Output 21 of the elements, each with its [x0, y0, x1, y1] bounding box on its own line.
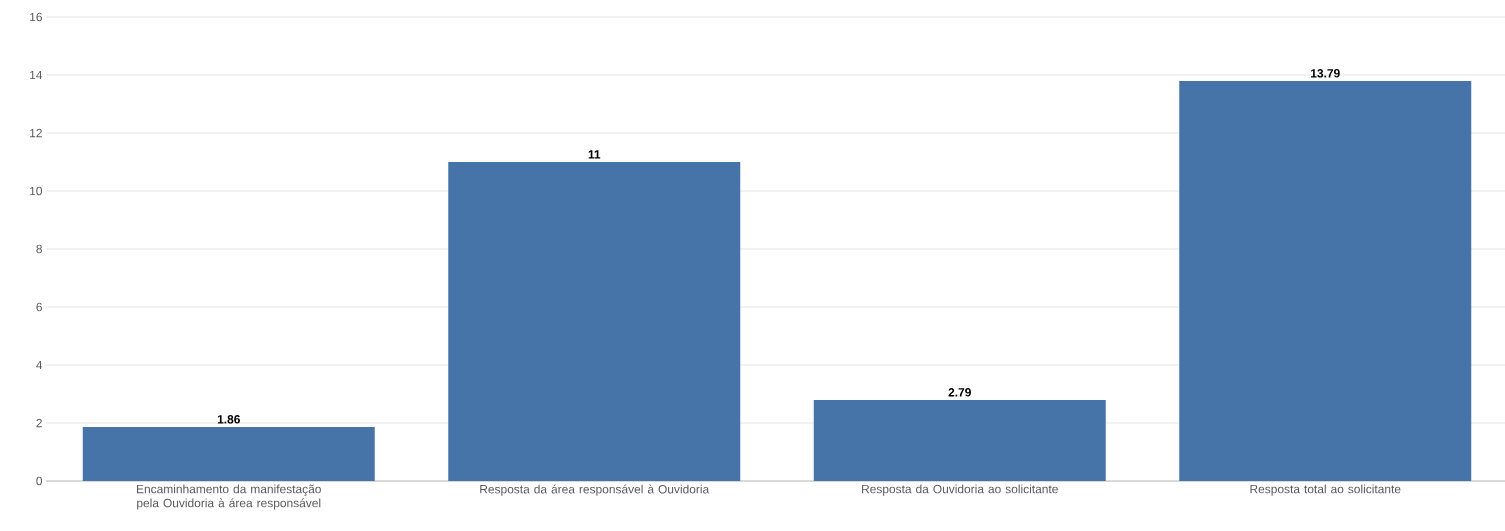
- data-label: 13.79: [1311, 69, 1340, 78]
- y-tick-label: 16: [30, 12, 42, 22]
- y-tick-label: 10: [30, 186, 43, 196]
- x-tick-label: Resposta da área responsável à Ouvidoria: [480, 484, 710, 496]
- data-label: 2.79: [948, 388, 971, 397]
- y-tick-label: 0: [36, 476, 43, 486]
- y-tick-label: 2: [36, 418, 42, 428]
- bar: [1179, 81, 1472, 481]
- y-tick-label: 6: [36, 302, 42, 312]
- x-tick-label: Resposta total ao solicitante: [1250, 484, 1401, 496]
- y-tick-label: 14: [30, 70, 43, 80]
- bar: [448, 162, 741, 481]
- x-tick-label: Resposta da Ouvidoria ao solicitante: [862, 484, 1058, 496]
- bar: [813, 400, 1106, 481]
- data-label: 11: [588, 150, 601, 159]
- y-tick-label: 12: [30, 128, 42, 138]
- x-tick-label: Encaminhamento da manifestação pela Ouvidoria à área responsável: [137, 484, 321, 510]
- bar: [82, 427, 375, 481]
- y-tick-label: 8: [36, 244, 42, 254]
- data-label: 1.86: [217, 415, 240, 424]
- y-tick-label: 4: [36, 360, 43, 370]
